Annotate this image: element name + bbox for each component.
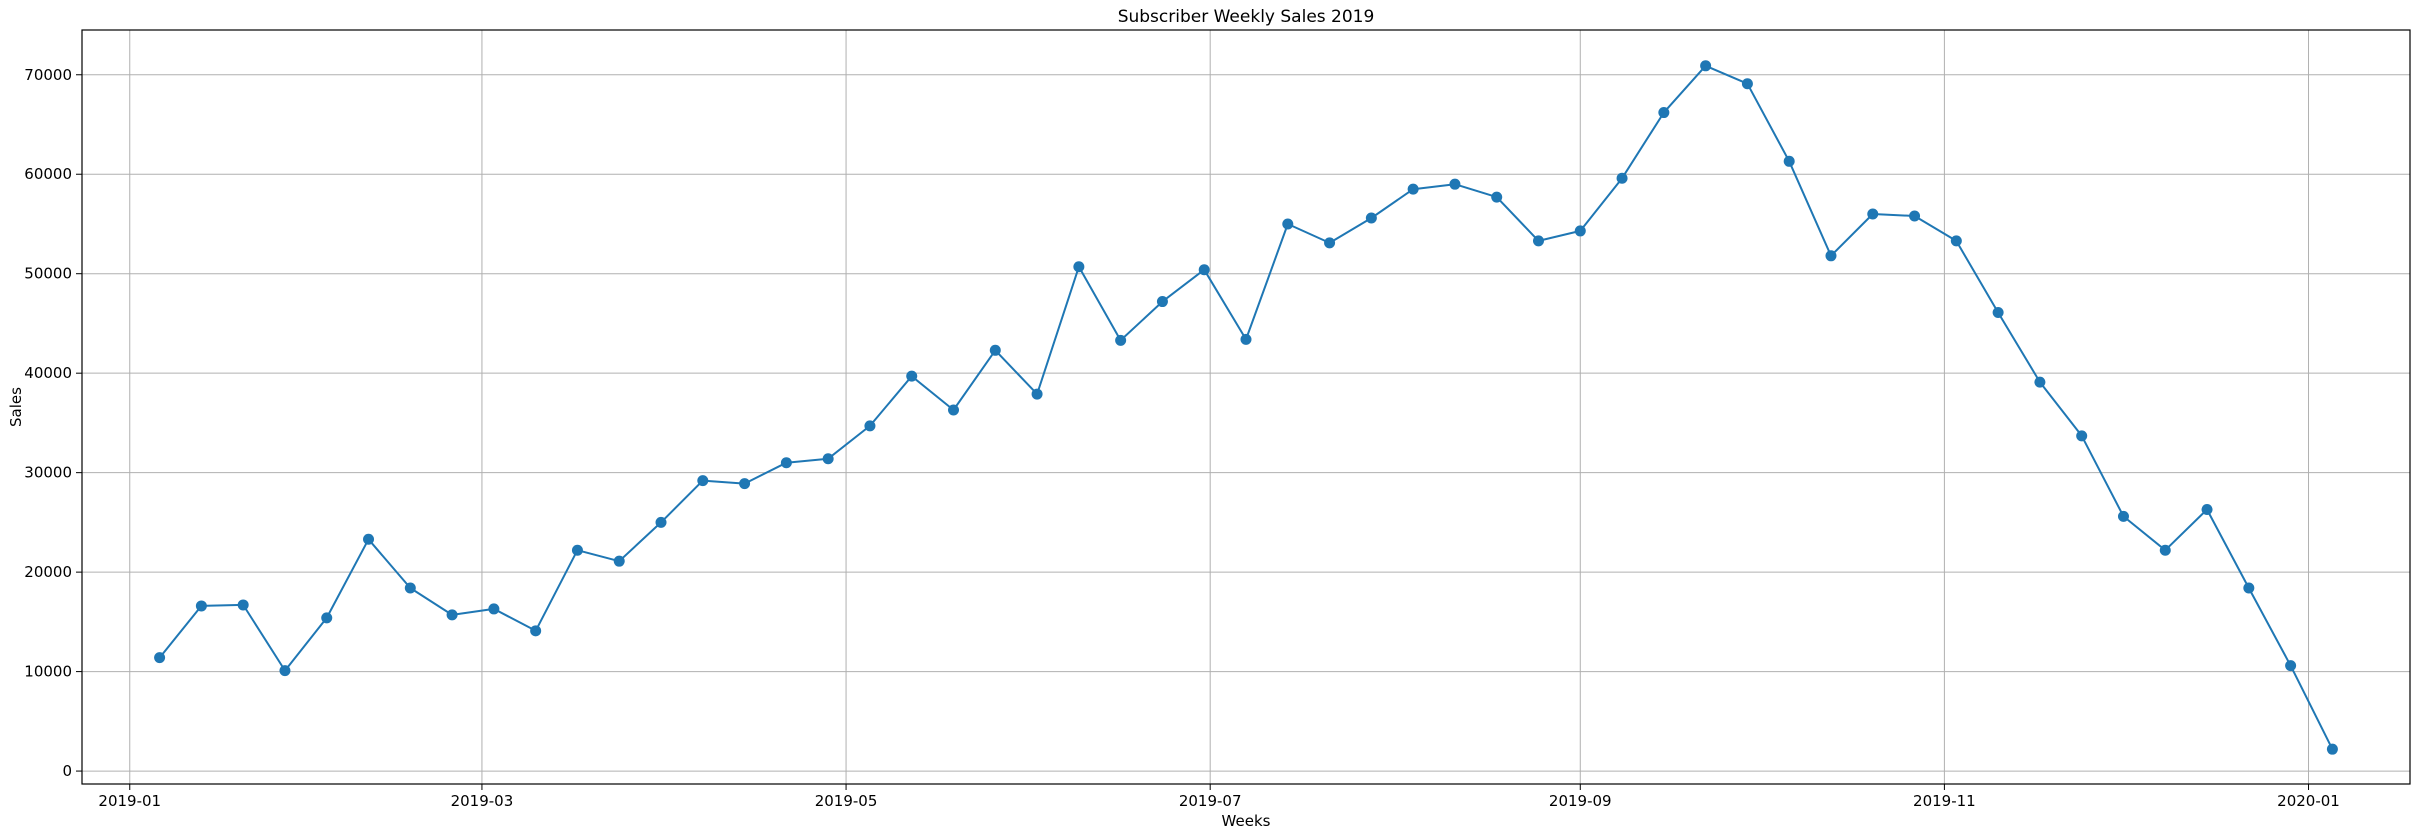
- data-point: [2285, 660, 2297, 672]
- y-tick-label: 30000: [24, 464, 72, 482]
- data-point: [1574, 225, 1586, 237]
- data-point: [571, 544, 583, 556]
- data-point: [321, 612, 333, 624]
- data-series: [154, 60, 2338, 755]
- chart-title: Subscriber Weekly Sales 2019: [1118, 7, 1375, 27]
- data-point: [1491, 191, 1503, 203]
- data-point: [2326, 743, 2338, 755]
- y-tick-label: 10000: [24, 663, 72, 681]
- data-point: [2034, 376, 2046, 388]
- data-point: [1992, 307, 2004, 319]
- y-tick-label: 70000: [24, 66, 72, 84]
- y-axis-title: Sales: [7, 387, 25, 427]
- data-point: [195, 600, 207, 612]
- data-point: [1909, 210, 1921, 222]
- x-tick-label: 2020-01: [2277, 792, 2340, 810]
- data-point: [1616, 172, 1628, 184]
- x-tick-label: 2019-11: [1913, 792, 1976, 810]
- data-point: [404, 582, 416, 594]
- y-tick-label: 0: [62, 762, 72, 780]
- data-point: [989, 344, 1001, 356]
- plot-area-frame: [81, 29, 2411, 785]
- data-point: [1741, 78, 1753, 90]
- data-point: [363, 533, 375, 545]
- data-point: [1073, 261, 1085, 273]
- data-point: [1282, 218, 1294, 230]
- data-point: [1783, 155, 1795, 167]
- data-point: [1115, 334, 1127, 346]
- data-point: [1365, 212, 1377, 224]
- data-point: [1825, 250, 1837, 262]
- x-tick-label: 2019-09: [1549, 792, 1612, 810]
- data-point: [154, 652, 166, 664]
- data-point: [948, 404, 960, 416]
- y-tick-label: 20000: [24, 563, 72, 581]
- data-point: [780, 457, 792, 469]
- data-point: [1240, 333, 1252, 345]
- axis-ticks: 2019-01 2019-03 2019-05 2019-07 2019-09 2019-…: [24, 66, 2340, 810]
- x-tick-label: 2019-07: [1179, 792, 1242, 810]
- data-point: [1324, 237, 1336, 249]
- data-point: [1031, 388, 1043, 400]
- y-tick-label: 50000: [24, 265, 72, 283]
- data-point: [2243, 582, 2255, 594]
- data-point: [279, 665, 291, 677]
- data-point: [1867, 208, 1879, 220]
- data-point: [2159, 544, 2171, 556]
- data-point: [697, 475, 709, 487]
- x-tick-label: 2019-03: [451, 792, 514, 810]
- data-point: [1658, 107, 1670, 119]
- data-point: [1700, 60, 1712, 72]
- data-point: [822, 453, 834, 465]
- data-point: [739, 478, 751, 490]
- data-point: [1198, 264, 1210, 276]
- data-point: [237, 599, 249, 611]
- data-point: [2117, 510, 2129, 522]
- y-tick-label: 40000: [24, 364, 72, 382]
- data-point: [864, 420, 876, 432]
- data-point: [1532, 235, 1544, 247]
- data-point: [655, 516, 667, 528]
- data-point: [530, 625, 542, 637]
- data-point: [2201, 503, 2213, 515]
- x-tick-label: 2019-05: [815, 792, 878, 810]
- data-point: [1950, 235, 1962, 247]
- data-point: [488, 603, 500, 615]
- data-point: [2076, 430, 2088, 442]
- data-point: [613, 555, 625, 567]
- data-point: [446, 609, 458, 621]
- x-tick-label: 2019-01: [98, 792, 161, 810]
- data-point: [1449, 178, 1461, 190]
- grid-lines: [82, 30, 2410, 784]
- y-tick-label: 60000: [24, 165, 72, 183]
- data-point: [906, 370, 918, 382]
- data-point: [1407, 183, 1419, 195]
- data-point: [1156, 296, 1168, 308]
- x-axis-title: Weeks: [1222, 812, 1271, 830]
